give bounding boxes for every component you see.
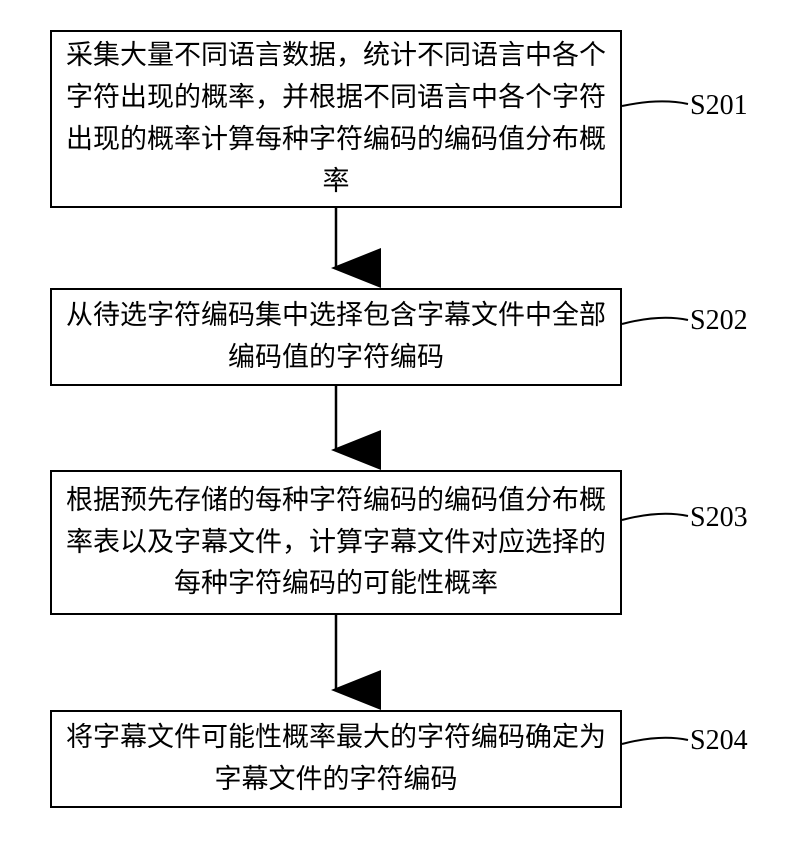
leader-s203	[622, 514, 688, 520]
flowchart-canvas: 采集大量不同语言数据，统计不同语言中各个字符出现的概率，并根据不同语言中各个字符…	[0, 0, 800, 851]
flow-node-s201: 采集大量不同语言数据，统计不同语言中各个字符出现的概率，并根据不同语言中各个字符…	[50, 30, 622, 208]
step-label-s203: S203	[690, 502, 748, 534]
flow-node-text: 将字幕文件可能性概率最大的字符编码确定为字幕文件的字符编码	[66, 717, 606, 801]
flow-node-text: 根据预先存储的每种字符编码的编码值分布概率表以及字幕文件，计算字幕文件对应选择的…	[66, 480, 606, 606]
leader-s201	[622, 101, 688, 106]
flow-node-text: 采集大量不同语言数据，统计不同语言中各个字符出现的概率，并根据不同语言中各个字符…	[66, 35, 606, 202]
step-label-s204: S204	[690, 725, 748, 757]
leader-s204	[622, 738, 688, 744]
flow-node-s204: 将字幕文件可能性概率最大的字符编码确定为字幕文件的字符编码	[50, 710, 622, 808]
step-label-s201: S201	[690, 90, 748, 122]
flow-node-s202: 从待选字符编码集中选择包含字幕文件中全部编码值的字符编码	[50, 288, 622, 386]
leader-s202	[622, 318, 688, 324]
flow-node-text: 从待选字符编码集中选择包含字幕文件中全部编码值的字符编码	[66, 295, 606, 379]
flow-node-s203: 根据预先存储的每种字符编码的编码值分布概率表以及字幕文件，计算字幕文件对应选择的…	[50, 470, 622, 615]
step-label-s202: S202	[690, 305, 748, 337]
